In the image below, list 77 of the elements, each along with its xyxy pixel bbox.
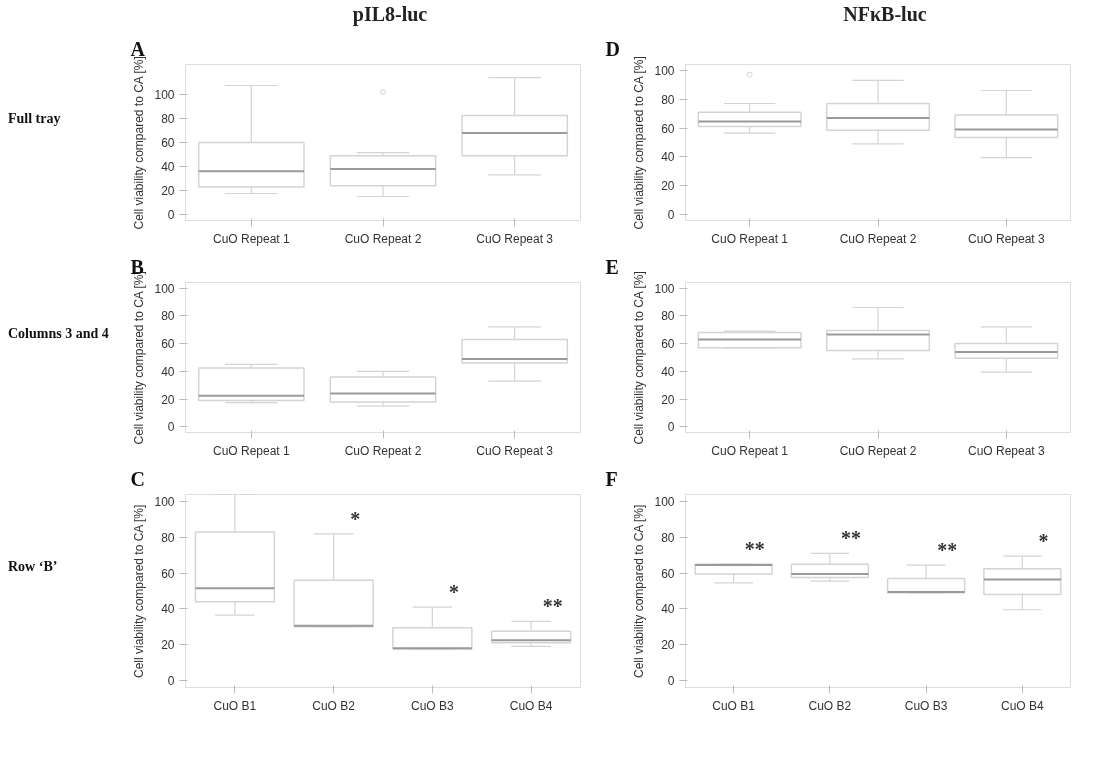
y-tick-label: 60 <box>161 337 175 352</box>
y-axis-title: Cell viability compared to CA [%] <box>132 504 147 679</box>
y-tick-label: 0 <box>667 208 675 223</box>
y-tick-label: 40 <box>161 364 175 379</box>
text: D <box>605 37 620 60</box>
x-tick-label: CuO B2 <box>808 698 852 713</box>
annotation: ** <box>841 527 862 550</box>
x-tick-label: CuO B1 <box>213 698 257 713</box>
annotation: ** <box>542 595 563 618</box>
x-tick-label: CuO Repeat 1 <box>212 231 291 246</box>
y-tick-label: 80 <box>661 92 675 107</box>
text: Columns 3 and 4 <box>8 325 109 343</box>
y-tick-label: 40 <box>161 160 175 174</box>
annotation: ** <box>937 539 958 562</box>
y-tick-label: 100 <box>154 88 175 102</box>
y-tick-label: 20 <box>661 638 675 653</box>
y-axis-title: Cell viability compared to CA [%] <box>632 56 647 230</box>
y-tick-label: 80 <box>161 309 175 324</box>
x-tick-label: CuO B4 <box>1001 698 1045 713</box>
y-tick-label: 20 <box>661 179 675 194</box>
y-tick-label: 80 <box>661 309 675 324</box>
y-tick-label: 0 <box>167 208 175 222</box>
x-tick-label: CuO Repeat 2 <box>839 231 917 246</box>
y-axis-title: Cell viability compared to CA [%] <box>632 504 647 679</box>
x-tick-label: CuO B3 <box>904 698 948 713</box>
y-tick-label: 0 <box>167 673 175 688</box>
y-tick-label: 20 <box>161 184 175 198</box>
y-tick-label: 80 <box>161 530 175 545</box>
annotation: ** <box>744 538 765 561</box>
x-tick-label: CuO B2 <box>312 698 356 713</box>
y-tick-label: 100 <box>154 281 175 296</box>
y-tick-label: 40 <box>661 602 675 617</box>
x-tick-label: CuO B3 <box>411 698 455 713</box>
y-tick-label: 60 <box>661 566 675 581</box>
annotation: * <box>350 507 361 530</box>
y-tick-label: 60 <box>661 121 675 136</box>
text: C <box>130 467 145 490</box>
text: E <box>605 255 619 278</box>
annotation: * <box>449 581 460 604</box>
x-tick-label: CuO Repeat 1 <box>212 443 291 458</box>
y-tick-label: 40 <box>661 364 675 379</box>
chart-title: pIL8-luc <box>352 2 428 28</box>
y-tick-label: 0 <box>667 420 675 435</box>
y-tick-label: 40 <box>661 150 675 165</box>
y-tick-label: 80 <box>161 112 175 126</box>
y-tick-label: 100 <box>654 281 675 296</box>
y-axis-title: Cell viability compared to CA [%] <box>632 271 647 445</box>
x-tick-label: CuO Repeat 1 <box>711 231 789 246</box>
chart-title: NFκB-luc <box>843 2 927 27</box>
x-tick-label: CuO B4 <box>509 698 553 713</box>
y-tick-label: 0 <box>667 673 675 688</box>
y-tick-label: 80 <box>661 530 675 545</box>
x-tick-label: CuO Repeat 3 <box>476 231 554 246</box>
text: Row ‘B’ <box>8 558 58 576</box>
y-tick-label: 20 <box>161 638 175 653</box>
x-tick-label: CuO Repeat 2 <box>344 443 422 458</box>
x-tick-label: CuO Repeat 1 <box>711 443 789 458</box>
y-axis-title: Cell viability compared to CA [%] <box>132 56 147 230</box>
y-tick-label: 100 <box>154 495 175 510</box>
y-tick-label: 60 <box>661 337 675 352</box>
y-tick-label: 20 <box>661 392 675 407</box>
x-tick-label: CuO B1 <box>712 698 756 713</box>
x-tick-label: CuO Repeat 3 <box>967 443 1046 458</box>
text: Full tray <box>8 110 61 128</box>
x-tick-label: CuO Repeat 3 <box>967 231 1046 246</box>
y-tick-label: 40 <box>161 602 175 617</box>
y-tick-label: 0 <box>167 420 175 435</box>
y-tick-label: 60 <box>161 136 175 150</box>
x-tick-label: CuO Repeat 3 <box>476 443 554 458</box>
text: F <box>605 467 618 490</box>
y-tick-label: 20 <box>161 392 175 407</box>
x-tick-label: CuO Repeat 2 <box>344 231 422 246</box>
annotation: * <box>1038 530 1049 553</box>
y-tick-label: 100 <box>654 495 675 510</box>
x-tick-label: CuO Repeat 2 <box>839 443 917 458</box>
y-tick-label: 100 <box>654 63 675 78</box>
y-tick-label: 60 <box>161 566 175 581</box>
